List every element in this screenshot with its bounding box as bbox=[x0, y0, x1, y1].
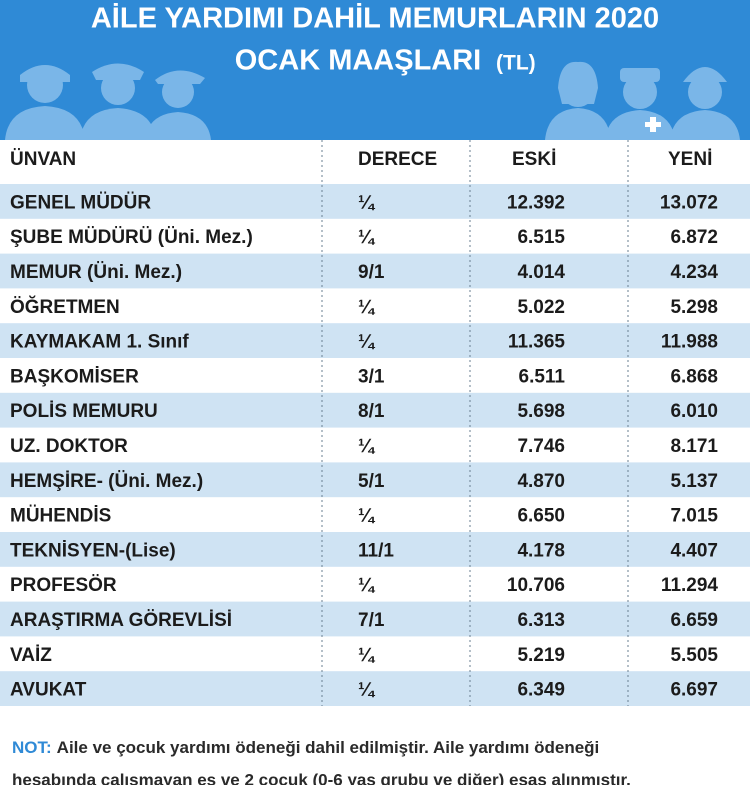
cell: UZ. DOKTOR bbox=[10, 436, 128, 457]
title-line1: AİLE YARDIMI DAHİL MEMURLARIN 2020 bbox=[91, 3, 659, 35]
cell: 4.178 bbox=[517, 540, 565, 561]
cell: 5.137 bbox=[670, 471, 718, 492]
cell: HEMŞİRE- (Üni. Mez.) bbox=[10, 471, 203, 492]
cell: 7.746 bbox=[517, 436, 565, 457]
cell: 5.022 bbox=[517, 297, 565, 318]
cell: PROFESÖR bbox=[10, 575, 117, 596]
cell: KAYMAKAM 1. Sınıf bbox=[10, 332, 189, 353]
cell: ¼ bbox=[358, 575, 376, 596]
cell: ¼ bbox=[358, 680, 376, 701]
cell: 9/1 bbox=[358, 262, 385, 283]
cell: 5/1 bbox=[358, 471, 385, 492]
cell: 6.313 bbox=[517, 610, 565, 631]
cell: ARAŞTIRMA GÖREVLİSİ bbox=[10, 610, 232, 631]
note-label: NOT: bbox=[12, 738, 52, 757]
cell: 7.015 bbox=[670, 506, 718, 527]
cell: VAİZ bbox=[10, 645, 52, 666]
cell: ¼ bbox=[358, 192, 376, 213]
cell: 3/1 bbox=[358, 366, 385, 387]
cell: 6.868 bbox=[670, 366, 718, 387]
cell: ŞUBE MÜDÜRÜ (Üni. Mez.) bbox=[10, 227, 253, 248]
cell: 6.872 bbox=[670, 227, 718, 248]
column-header: ÜNVAN bbox=[10, 149, 76, 170]
cell: 8/1 bbox=[358, 401, 385, 422]
cell: ¼ bbox=[358, 645, 376, 666]
title-unit: (TL) bbox=[496, 52, 536, 75]
cell: 4.870 bbox=[517, 471, 565, 492]
cell: 11.365 bbox=[508, 332, 565, 353]
column-header: YENİ bbox=[668, 149, 712, 170]
row-bg bbox=[0, 253, 750, 289]
note-line2: hesabında çalışmayan eş ve 2 çocuk (0-6 … bbox=[12, 770, 631, 785]
column-header: DERECE bbox=[358, 149, 437, 170]
row-bg bbox=[0, 323, 750, 358]
cell: 5.298 bbox=[670, 297, 718, 318]
cell: 6.697 bbox=[670, 680, 718, 701]
cell: 8.171 bbox=[670, 436, 718, 457]
title-line2: OCAK MAAŞLARI bbox=[235, 45, 482, 77]
cell: 11.988 bbox=[661, 332, 718, 353]
cell: 6.659 bbox=[670, 610, 718, 631]
note-line1: NOT: Aile ve çocuk yardımı ödeneği dahil … bbox=[12, 738, 599, 757]
cell: 10.706 bbox=[507, 575, 565, 596]
cell: 6.515 bbox=[517, 227, 565, 248]
cell: 6.349 bbox=[517, 680, 565, 701]
row-bg bbox=[0, 671, 750, 706]
cell: 12.392 bbox=[507, 192, 565, 213]
cell: ¼ bbox=[358, 506, 376, 527]
cell: POLİS MEMURU bbox=[10, 401, 158, 422]
cell: ¼ bbox=[358, 297, 376, 318]
cell: 11.294 bbox=[661, 575, 718, 596]
icons-left bbox=[5, 63, 211, 140]
row-bg bbox=[0, 601, 750, 637]
cell: ¼ bbox=[358, 227, 376, 248]
row-bg bbox=[0, 392, 750, 428]
row-bg bbox=[0, 184, 750, 219]
column-header: ESKİ bbox=[512, 149, 556, 170]
cell: 5.505 bbox=[670, 645, 718, 666]
cell: 6.010 bbox=[670, 401, 718, 422]
cell: 11/1 bbox=[358, 540, 394, 561]
cell: 5.219 bbox=[517, 645, 565, 666]
cell: ¼ bbox=[358, 332, 376, 353]
cell: GENEL MÜDÜR bbox=[10, 192, 151, 213]
cell: 6.650 bbox=[517, 506, 565, 527]
icons-right bbox=[545, 61, 740, 140]
cell: 4.014 bbox=[517, 262, 565, 283]
cell: 5.698 bbox=[517, 401, 565, 422]
cell: AVUKAT bbox=[10, 680, 87, 701]
cell: MÜHENDİS bbox=[10, 506, 111, 527]
cell: 7/1 bbox=[358, 610, 385, 631]
cell: 4.407 bbox=[670, 540, 718, 561]
cell: MEMUR (Üni. Mez.) bbox=[10, 262, 182, 283]
cell: BAŞKOMİSER bbox=[10, 366, 139, 387]
row-bg bbox=[0, 532, 750, 567]
row-bg bbox=[0, 462, 750, 498]
cell: 13.072 bbox=[660, 192, 718, 213]
table: ÜNVAN DERECE ESKİ YENİ GENEL MÜDÜR ¼ 12.392 13.… bbox=[0, 140, 750, 785]
cell: 6.511 bbox=[519, 366, 566, 387]
header: AİLE YARDIMI DAHİL MEMURLARIN 2020 OCAK … bbox=[0, 0, 750, 140]
note-text: Aile ve çocuk yardımı ödeneği dahil edil… bbox=[57, 738, 600, 757]
cell: ÖĞRETMEN bbox=[10, 296, 120, 318]
cell: TEKNİSYEN-(Lise) bbox=[10, 540, 176, 561]
cell: 4.234 bbox=[670, 262, 718, 283]
cell: ¼ bbox=[358, 436, 376, 457]
